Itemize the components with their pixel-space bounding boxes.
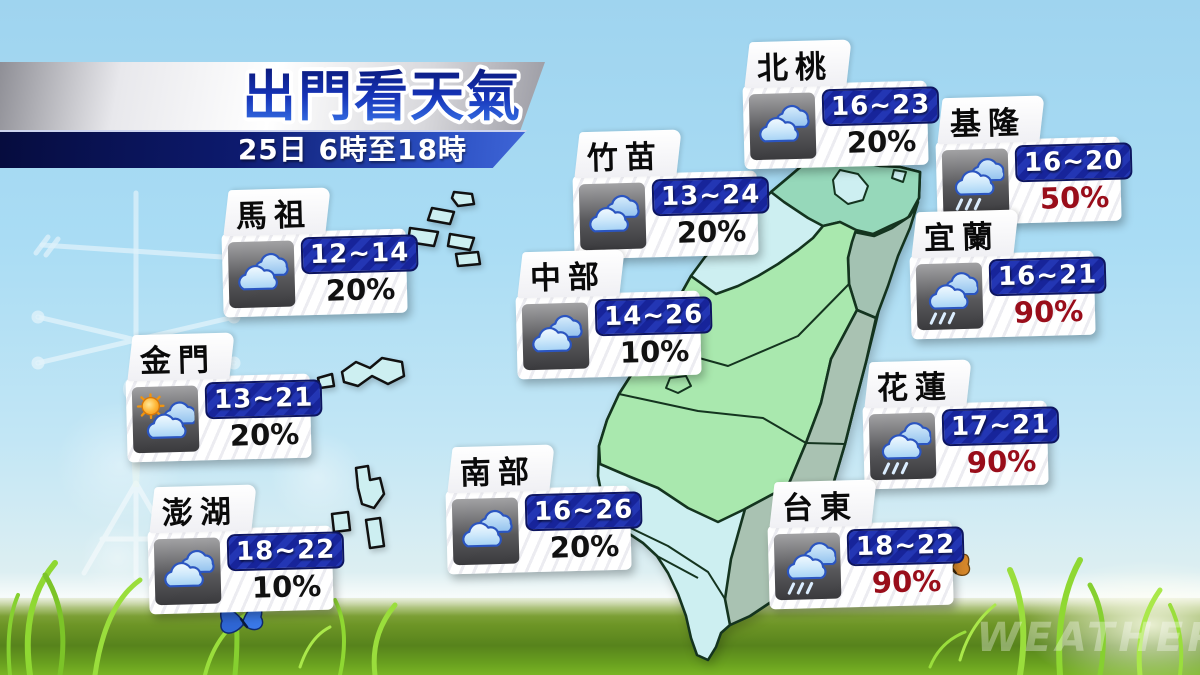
region-name-label: 台東: [781, 489, 859, 528]
cloudy-icon: [753, 96, 812, 155]
rain-probability: 90%: [871, 564, 942, 600]
rain-icon: [778, 536, 837, 595]
cloudy-icon: [232, 244, 291, 303]
rain-icon: [873, 416, 932, 475]
weather-card-beitao: 北桃 16~23 20%: [741, 38, 940, 169]
banner-title: 出門看天氣: [242, 65, 522, 128]
map-region-taipei: [832, 169, 869, 205]
banner-subtitle: 25日 6時至18時: [237, 133, 467, 166]
cloudy-icon: [583, 186, 642, 245]
rain-probability: 20%: [549, 529, 620, 565]
rain-probability: 90%: [1013, 294, 1084, 330]
watermark: WEATHER: [976, 615, 1200, 661]
temp-range: 16~26: [524, 491, 643, 532]
rain-icon: [920, 266, 979, 325]
temp-range: 13~21: [204, 379, 323, 420]
weather-card-hualien: 花蓮 17~21 90%: [861, 358, 1060, 489]
weather-card-southern: 南部 16~26 20%: [444, 443, 643, 574]
map-county-border: [805, 442, 846, 445]
weather-card-mazu: 馬祖 12~14 20%: [220, 186, 419, 317]
region-name-label: 北桃: [756, 49, 834, 88]
region-name-label: 宜蘭: [923, 219, 1001, 258]
map-region-keelung: [891, 169, 907, 183]
temp-range: 16~21: [988, 256, 1107, 297]
map-county-enclave: [665, 375, 692, 394]
map-county-border: [656, 555, 699, 579]
map-county-border: [613, 519, 726, 600]
cloudy-icon: [526, 306, 585, 365]
region-name-label: 南部: [459, 454, 537, 493]
weather-card-central: 中部 14~26 10%: [514, 248, 713, 379]
temp-range: 16~23: [821, 86, 940, 127]
region-name-label: 基隆: [949, 105, 1027, 144]
region-name-label: 竹苗: [586, 139, 664, 178]
rain-probability: 20%: [325, 272, 396, 308]
temp-range: 18~22: [226, 531, 345, 572]
temp-range: 16~20: [1014, 142, 1133, 183]
weather-card-yilan: 宜蘭 16~21 90%: [908, 208, 1107, 339]
map-county-border: [618, 393, 807, 444]
rain-probability: 20%: [229, 417, 300, 453]
title-banner-svg: 出門看天氣: [238, 62, 524, 130]
region-name-label: 澎湖: [161, 494, 239, 533]
temp-range: 13~24: [651, 176, 770, 217]
subtitle-banner: 25日 6時至18時: [0, 130, 527, 168]
grass-blades: [6, 557, 1184, 675]
temp-range: 12~14: [300, 234, 419, 275]
cloudy-icon: [456, 501, 515, 560]
temp-range: 18~22: [846, 526, 965, 567]
title-banner: 出門看天氣: [0, 62, 545, 130]
partly-sunny-icon: [136, 389, 195, 448]
weather-card-keelung: 基隆 16~20 50%: [934, 94, 1133, 225]
weather-card-kinmen: 金門 13~21 20%: [124, 331, 323, 462]
weather-card-penghu: 澎湖 18~22 10%: [146, 483, 345, 614]
region-name-label: 中部: [529, 259, 607, 298]
rain-probability: 10%: [251, 569, 322, 605]
rain-probability: 10%: [619, 334, 690, 370]
region-name-label: 金門: [139, 342, 217, 381]
rain-probability: 20%: [846, 124, 917, 160]
temp-range: 14~26: [594, 296, 713, 337]
cloudy-icon: [158, 541, 217, 600]
region-name-label: 花蓮: [876, 369, 954, 408]
temp-range: 17~21: [941, 406, 1060, 447]
region-name-label: 馬祖: [235, 197, 313, 236]
rain-probability: 90%: [966, 444, 1037, 480]
rain-icon: [946, 152, 1005, 211]
matsu-islands: [406, 190, 482, 268]
kinmen-island: [316, 356, 406, 390]
weather-card-zhumiao: 竹苗 13~24 20%: [571, 128, 770, 259]
blue-butterfly-icon: [220, 604, 264, 634]
weather-card-taitung: 台東 18~22 90%: [766, 478, 965, 609]
rain-probability: 20%: [676, 214, 747, 250]
map-region-east: [723, 308, 878, 627]
penghu-islands: [330, 464, 386, 550]
